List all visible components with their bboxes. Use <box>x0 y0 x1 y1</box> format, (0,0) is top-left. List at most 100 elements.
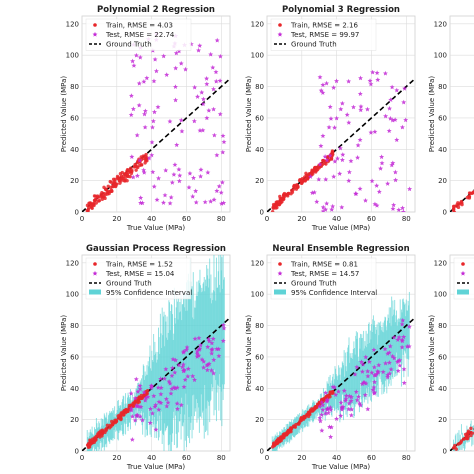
legend-entry: Train, RMSE = 0.81 <box>290 261 358 269</box>
test-point <box>204 75 210 81</box>
x-tick-label: 0 <box>265 454 269 462</box>
test-point <box>324 200 330 206</box>
train-point <box>103 193 107 197</box>
train-point <box>325 395 329 399</box>
test-point <box>216 183 222 189</box>
test-point <box>179 128 185 134</box>
test-point <box>338 106 344 112</box>
test-point <box>167 200 173 206</box>
train-point <box>470 431 474 435</box>
train-point <box>451 207 456 211</box>
test-point <box>339 100 345 106</box>
legend-entry: 95% Confidence Interval <box>106 289 192 297</box>
panel-title: Polynomial 3 Regression <box>282 5 400 15</box>
y-tick-label: 80 <box>438 83 447 91</box>
test-point <box>399 337 405 343</box>
test-point <box>374 183 380 188</box>
y-tick-label: 120 <box>434 259 447 267</box>
test-point <box>214 152 220 158</box>
test-point <box>174 142 180 148</box>
test-point <box>346 178 352 183</box>
train-points <box>85 388 150 449</box>
test-point <box>194 348 200 354</box>
train-point <box>458 441 462 446</box>
train-point <box>118 416 122 421</box>
y-tick-label: 20 <box>438 416 447 424</box>
train-point <box>123 176 127 181</box>
test-point <box>324 157 330 163</box>
y-tick-label: 100 <box>251 291 264 299</box>
test-point <box>357 137 363 143</box>
test-point <box>128 112 134 118</box>
train-point <box>107 426 112 430</box>
test-point <box>181 348 187 354</box>
test-point <box>406 324 412 329</box>
y-tick-label: 0 <box>443 448 447 456</box>
test-point <box>372 389 378 395</box>
test-point <box>153 68 159 74</box>
panel-2: 0 20 40 60 80 0 20 40 60 80 100 120 True Value (MPa)… <box>60 5 231 232</box>
test-point <box>318 143 324 149</box>
test-point <box>327 424 332 430</box>
test-point <box>333 392 339 397</box>
train-point <box>456 205 461 210</box>
test-point <box>358 75 363 81</box>
test-point <box>216 353 222 359</box>
train-point <box>94 434 99 439</box>
y-tick-label: 80 <box>255 83 264 91</box>
legend-test-marker <box>92 31 98 37</box>
train-point <box>463 432 468 437</box>
test-point <box>334 78 339 84</box>
test-point <box>154 197 160 202</box>
test-point <box>358 107 364 113</box>
test-point <box>346 406 352 412</box>
train-point <box>113 418 117 423</box>
test-point <box>340 152 346 157</box>
test-point <box>327 104 333 110</box>
test-point <box>200 101 206 107</box>
test-point <box>329 206 335 212</box>
test-point <box>388 97 394 102</box>
test-point <box>130 106 136 112</box>
test-point <box>320 407 326 413</box>
test-point <box>204 362 210 368</box>
test-point <box>176 166 182 172</box>
test-point <box>206 361 212 366</box>
train-point <box>313 170 318 174</box>
train-point <box>99 192 103 197</box>
test-point <box>357 91 363 96</box>
train-point <box>453 443 457 448</box>
train-point <box>283 433 287 438</box>
test-point <box>379 154 385 160</box>
train-point <box>299 416 304 420</box>
train-point <box>109 180 114 185</box>
test-point <box>197 43 203 48</box>
test-point <box>366 359 372 364</box>
test-point <box>213 69 219 75</box>
test-point <box>137 413 143 419</box>
test-point <box>334 115 340 121</box>
y-axis-label: Predicted Value (MPa) <box>60 76 68 153</box>
test-point <box>319 428 325 433</box>
train-point <box>289 192 293 196</box>
test-point <box>324 80 330 86</box>
test-point <box>204 81 210 87</box>
test-point <box>211 106 217 112</box>
train-point <box>299 179 304 183</box>
test-point <box>216 346 222 352</box>
test-point <box>389 84 395 90</box>
y-tick-label: 20 <box>255 416 264 424</box>
y-tick-label: 20 <box>70 177 79 185</box>
legend-train-marker <box>461 262 465 266</box>
train-point <box>466 429 471 433</box>
test-point <box>348 394 354 400</box>
test-point <box>199 89 205 95</box>
test-point <box>192 377 198 383</box>
x-tick-label: 40 <box>332 454 341 462</box>
test-point <box>374 202 380 208</box>
test-point <box>132 395 138 401</box>
y-axis-label: Predicted Value (MPa) <box>245 315 253 392</box>
test-point <box>174 401 180 406</box>
